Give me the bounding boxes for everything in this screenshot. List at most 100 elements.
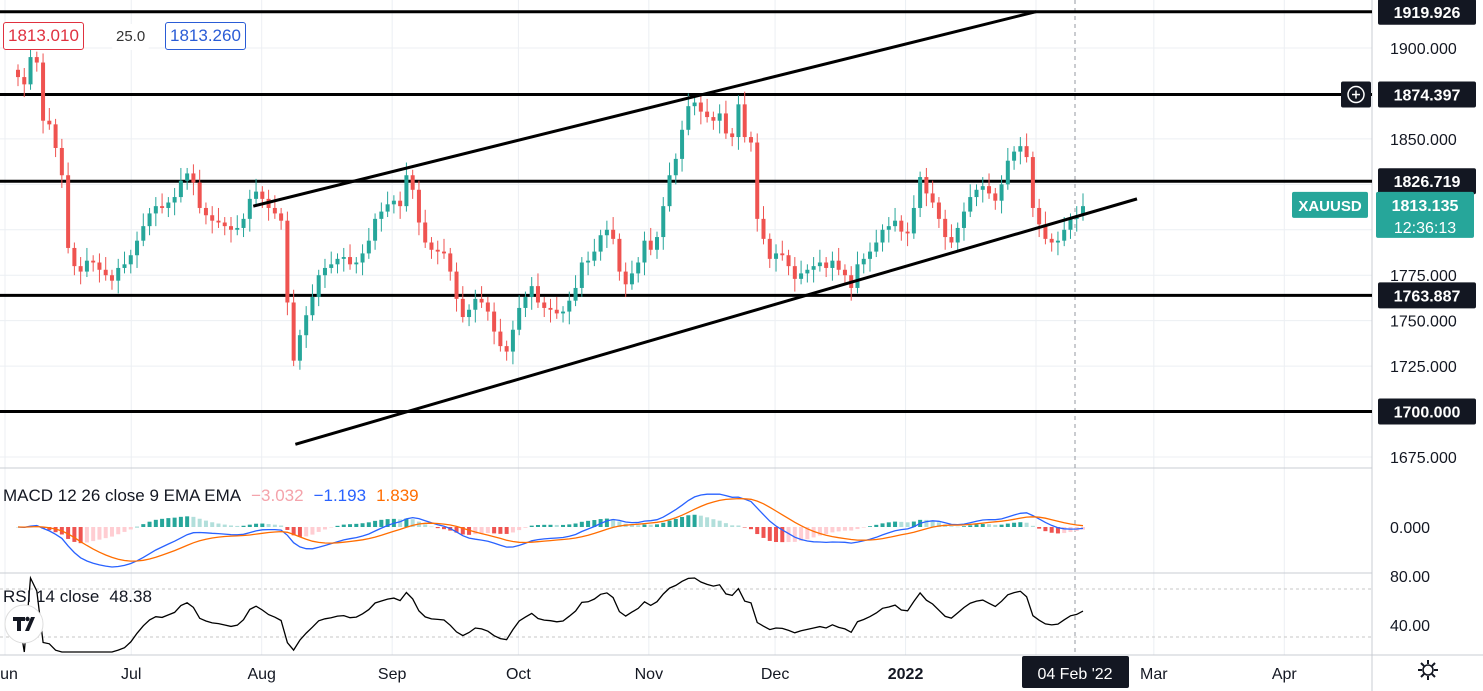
macd-histogram-bar bbox=[755, 527, 760, 535]
macd-histogram-bar bbox=[886, 522, 891, 527]
candle-body bbox=[504, 346, 509, 352]
candle-body bbox=[109, 275, 114, 281]
macd-histogram-bar bbox=[429, 526, 434, 528]
rsi-value: 48.38 bbox=[109, 587, 152, 606]
macd-histogram-bar bbox=[874, 524, 879, 527]
candle-body bbox=[980, 186, 985, 190]
macd-histogram-bar bbox=[310, 527, 315, 535]
time-tick-label: Jul bbox=[121, 666, 141, 683]
candle-body bbox=[1012, 151, 1017, 161]
plus-circle-icon bbox=[1347, 85, 1365, 104]
candle-body bbox=[279, 213, 284, 221]
channel-upper-line bbox=[252, 10, 1037, 208]
macd-histogram-bar bbox=[579, 521, 584, 527]
candle-body bbox=[730, 133, 735, 138]
candle-body bbox=[698, 102, 703, 112]
macd-histogram-bar bbox=[122, 527, 127, 532]
macd-histogram-bar bbox=[548, 524, 553, 527]
macd-histogram-bar bbox=[178, 516, 183, 527]
candle-body bbox=[1068, 218, 1073, 230]
macd-histogram-bar bbox=[924, 519, 929, 527]
macd-histogram-bar bbox=[673, 518, 678, 527]
candle-body bbox=[573, 287, 578, 301]
macd-histogram-bar bbox=[235, 525, 240, 527]
tradingview-logo-icon[interactable] bbox=[4, 604, 44, 649]
candle-body bbox=[360, 253, 365, 263]
candle-body bbox=[135, 240, 140, 256]
macd-histogram-bar bbox=[291, 527, 296, 536]
candle-body bbox=[1018, 146, 1023, 152]
time-axis: Jun Jul Aug Sep Oct Nov Dec 2022 Mar Apr 04 Feb '2… bbox=[0, 656, 1297, 688]
macd-histogram-bar bbox=[153, 519, 158, 527]
candle-body bbox=[485, 302, 490, 312]
candle-body bbox=[398, 200, 403, 207]
candle-body bbox=[1037, 207, 1042, 225]
macd-histogram-bar bbox=[805, 527, 810, 540]
macd-histogram-bar bbox=[103, 527, 108, 539]
buy-price-button[interactable]: 1813.260 bbox=[165, 22, 246, 50]
macd-histogram-bar bbox=[360, 523, 365, 527]
macd-histogram-bar bbox=[335, 525, 340, 527]
macd-histogram-bar bbox=[1005, 523, 1010, 527]
candle-body bbox=[91, 260, 96, 263]
macd-histogram-bar bbox=[285, 527, 290, 530]
rsi-axis-label: 40.00 bbox=[1390, 618, 1430, 635]
candle-body bbox=[999, 184, 1004, 201]
candle-body bbox=[930, 193, 935, 203]
macd-histogram-bar bbox=[868, 526, 872, 527]
level-price-label-bg bbox=[1378, 168, 1476, 195]
candle-body bbox=[116, 267, 121, 281]
macd-histogram-bar bbox=[711, 519, 716, 527]
candle-body bbox=[717, 113, 722, 121]
macd-histogram-bar bbox=[648, 524, 653, 527]
signal-line bbox=[17, 497, 1084, 562]
macd-histogram-bar bbox=[974, 524, 979, 527]
macd-histogram-bar bbox=[561, 524, 566, 527]
current-price-label-bg bbox=[1376, 191, 1474, 238]
candle-body bbox=[517, 307, 522, 330]
macd-histogram-bar bbox=[473, 527, 478, 535]
candle-body bbox=[16, 69, 20, 78]
candle-body bbox=[955, 227, 960, 243]
candle-body bbox=[542, 302, 547, 308]
macd-pane bbox=[16, 493, 1085, 568]
candle-body bbox=[1030, 157, 1035, 208]
macd-histogram-bar bbox=[880, 523, 885, 527]
candle-body bbox=[166, 202, 171, 208]
macd-histogram-bar bbox=[667, 520, 672, 527]
macd-histogram-bar bbox=[661, 522, 666, 527]
candle-body bbox=[617, 238, 622, 272]
level-price-label: 1919.926 bbox=[1394, 5, 1461, 22]
candle-body bbox=[467, 309, 472, 318]
sell-price-button[interactable]: 1813.010 bbox=[3, 22, 84, 50]
macd-histogram-bar bbox=[91, 527, 96, 542]
macd-histogram-bar bbox=[135, 526, 140, 528]
macd-histogram-bar bbox=[786, 527, 791, 543]
macd-histogram-bar bbox=[680, 516, 685, 527]
candle-body bbox=[755, 142, 760, 219]
macd-histogram-bar bbox=[949, 526, 954, 527]
candle-body bbox=[492, 311, 497, 332]
candle-body bbox=[235, 227, 240, 230]
macd-histogram-bar bbox=[936, 522, 941, 527]
candle-body bbox=[824, 262, 829, 268]
candle-body bbox=[304, 315, 309, 336]
candle-body bbox=[1081, 206, 1085, 216]
candle-body bbox=[579, 262, 584, 288]
macd-histogram-bar bbox=[297, 527, 302, 537]
candle-body bbox=[435, 249, 440, 252]
candle-body bbox=[1055, 240, 1060, 243]
macd-histogram-bar bbox=[160, 518, 165, 527]
macd-histogram-bar bbox=[855, 527, 860, 530]
candle-body bbox=[817, 262, 822, 267]
gear-icon[interactable] bbox=[1417, 659, 1439, 686]
macd-histogram-bar bbox=[955, 526, 960, 528]
macd-histogram-bar bbox=[97, 527, 102, 540]
macd-histogram-bar bbox=[210, 522, 215, 527]
candle-body bbox=[936, 202, 941, 219]
candle-body bbox=[72, 247, 77, 267]
candle-body bbox=[548, 307, 553, 310]
candle-body bbox=[222, 222, 227, 227]
macd-histogram-bar bbox=[191, 516, 196, 527]
